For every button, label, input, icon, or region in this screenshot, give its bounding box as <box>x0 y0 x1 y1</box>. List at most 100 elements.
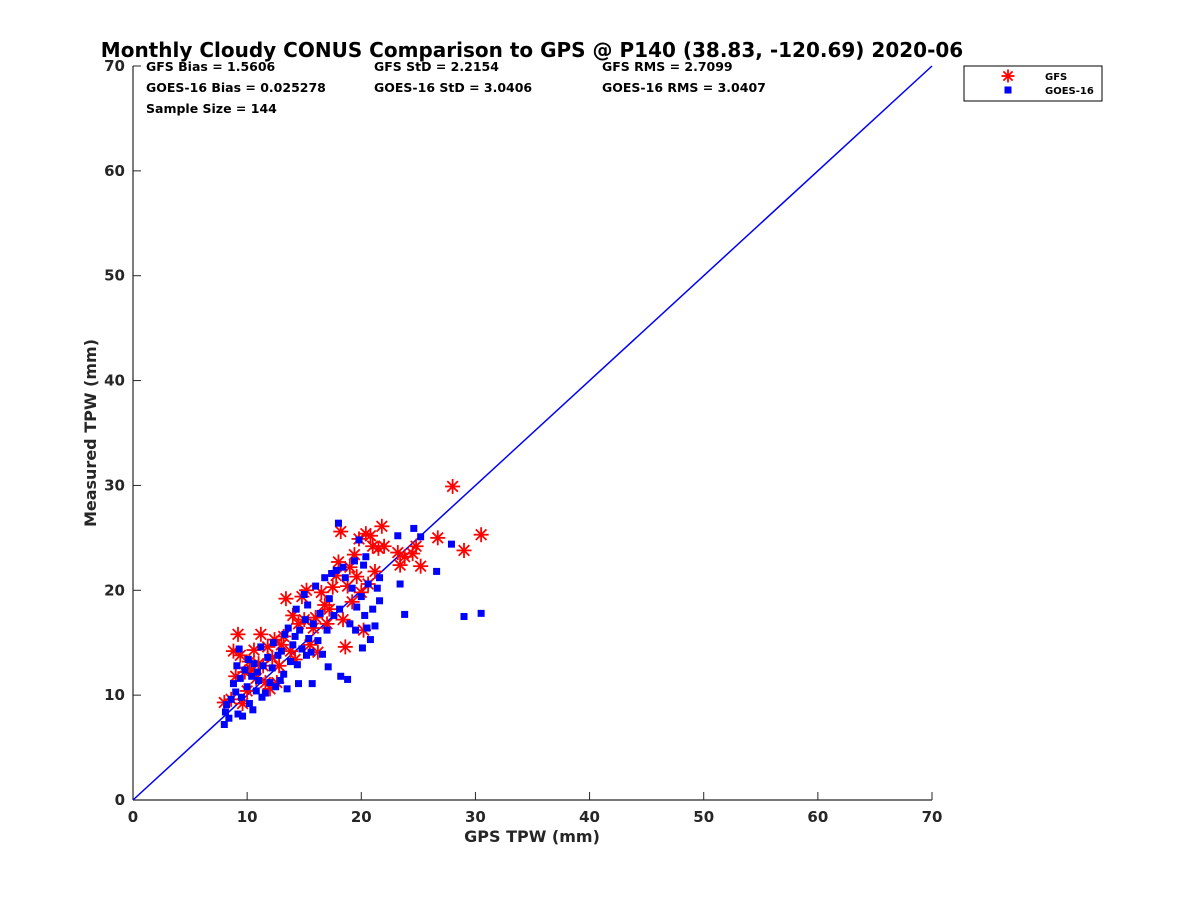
gfs-point <box>278 591 294 607</box>
stats-block: GFS Bias = 1.5606 GFS StD = 2.2154 GFS RMS… <box>146 59 766 116</box>
legend-gfs-marker <box>1001 69 1015 83</box>
legend-gfs-label: GFS <box>1045 72 1067 83</box>
y-tick-label: 20 <box>104 581 125 599</box>
goes-16-point <box>339 563 347 571</box>
goes-16-point <box>316 609 324 617</box>
goes-16-point <box>233 662 241 670</box>
goes-16-point <box>280 670 288 678</box>
goes-16-point <box>220 721 228 729</box>
gfs-point <box>253 626 269 642</box>
goes-16-point <box>358 644 366 652</box>
stat-text: GFS Bias = 1.5606 <box>146 59 276 74</box>
x-tick-label: 70 <box>922 808 943 826</box>
goes-16-point <box>239 712 247 720</box>
goes-16-point <box>363 624 371 632</box>
axes: 0 10 20 30 40 50 60 70 0 10 20 30 40 50 60 70 <box>104 57 942 826</box>
goes-16-point <box>292 605 300 613</box>
gfs-point <box>408 538 424 554</box>
goes-16-point <box>360 561 368 569</box>
x-tick-label: 40 <box>579 808 600 826</box>
goes-16-point <box>241 666 249 674</box>
goes-16-point <box>298 645 306 653</box>
gfs-point <box>374 518 390 534</box>
legend-goes-16-marker <box>1004 86 1012 94</box>
goes-16-point <box>296 626 304 634</box>
y-tick-label: 0 <box>115 791 125 809</box>
gfs-point <box>325 579 341 595</box>
goes-16-point <box>460 613 468 620</box>
stat-text: GFS RMS = 2.7099 <box>602 59 733 74</box>
goes-16-point <box>350 557 358 565</box>
goes-16-point <box>283 685 291 693</box>
goes-16-point <box>361 611 369 619</box>
goes-16-point <box>328 570 336 578</box>
goes-16-point <box>248 672 256 680</box>
goes-16-point <box>334 519 342 527</box>
goes-16-point <box>353 603 361 611</box>
goes-16-point <box>236 674 244 682</box>
y-tick-label: 60 <box>104 162 125 180</box>
goes-16-point <box>237 693 245 701</box>
x-axis-label: GPS TPW (mm) <box>464 827 600 846</box>
goes-16-point <box>277 647 285 655</box>
goes-16-point <box>269 639 277 647</box>
goes-16-point <box>255 676 263 684</box>
goes-16-point <box>245 700 253 708</box>
goes-16-point <box>229 680 237 688</box>
gfs-point <box>413 558 429 574</box>
y-tick-label: 40 <box>104 372 125 390</box>
goes-16-point <box>274 651 282 659</box>
y-tick-label: 10 <box>104 686 125 704</box>
gfs-series <box>216 478 489 712</box>
goes-16-point <box>323 626 331 634</box>
goes-16-point <box>232 688 240 696</box>
goes-16-point <box>373 584 381 592</box>
goes-16-point <box>362 553 370 561</box>
goes-16-point <box>366 636 374 644</box>
goes-16-point <box>369 605 377 613</box>
goes-16-point <box>300 590 308 598</box>
goes-16-point <box>234 710 242 718</box>
gfs-point <box>349 569 365 585</box>
goes-16-point <box>433 567 441 575</box>
goes-16-point <box>268 664 276 672</box>
goes-16-point <box>364 580 372 588</box>
gfs-point <box>376 538 392 554</box>
gfs-point <box>445 478 461 494</box>
goes-16-point <box>341 574 349 582</box>
x-tick-label: 20 <box>351 808 372 826</box>
x-tick-label: 10 <box>237 808 258 826</box>
goes-16-point <box>244 655 252 663</box>
gfs-point <box>333 524 349 540</box>
goes-16-point <box>276 676 284 684</box>
y-axis-label: Measured TPW (mm) <box>81 339 100 527</box>
gfs-point <box>230 626 246 642</box>
x-tick-label: 0 <box>128 808 138 826</box>
goes-16-point <box>307 648 315 656</box>
x-tick-label: 30 <box>465 808 486 826</box>
goes-16-point <box>477 609 485 617</box>
goes-16-point <box>257 643 265 651</box>
goes-16-point <box>321 574 329 582</box>
goes-16-point <box>447 540 455 548</box>
goes-16-point <box>332 566 340 574</box>
goes-16-point <box>243 683 251 691</box>
gfs-point <box>362 528 378 544</box>
goes-16-point <box>258 693 266 701</box>
y-tick-label: 70 <box>104 57 125 75</box>
y-tick-label: 30 <box>104 476 125 494</box>
goes-16-point <box>284 624 292 632</box>
legend-box <box>963 65 1103 102</box>
goes-16-point <box>308 680 316 688</box>
goes-16-point <box>250 660 258 668</box>
goes-16-point <box>352 626 360 634</box>
x-tick-label: 50 <box>693 808 714 826</box>
goes-16-point <box>410 524 418 532</box>
goes-16-point <box>225 714 233 722</box>
goes-16-point <box>396 580 404 588</box>
y-tick-label: 50 <box>104 267 125 285</box>
goes-16-point <box>227 695 235 703</box>
goes-16-point <box>264 653 272 661</box>
goes-16-point <box>235 645 243 653</box>
